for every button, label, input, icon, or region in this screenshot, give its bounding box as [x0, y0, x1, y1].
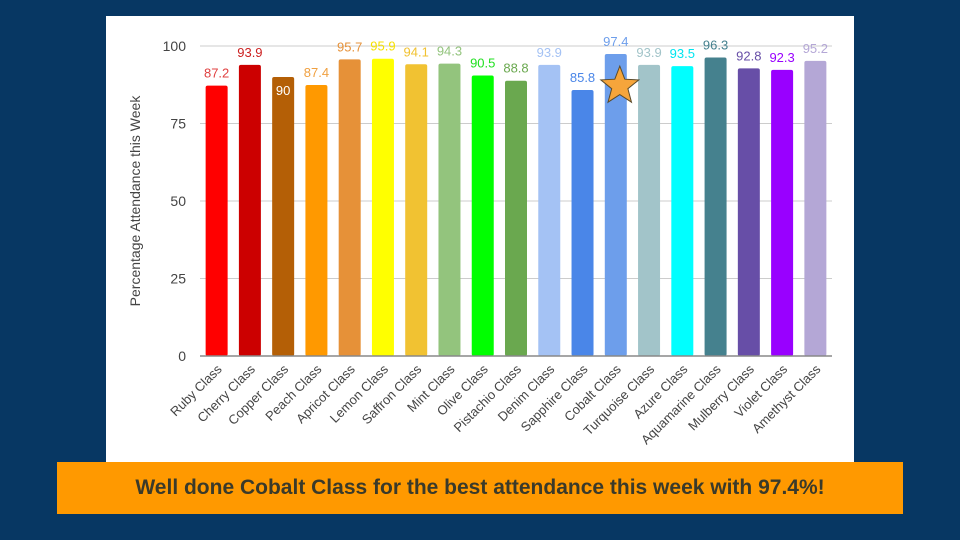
data-label: 93.9: [237, 45, 262, 60]
data-label: 88.8: [503, 61, 528, 76]
chart-panel: 0 25 50 75 100 87.2 93.9 90 87.4 95.7 95.9 94.1 94.…: [106, 16, 854, 468]
bar: [638, 64, 661, 356]
data-label: 85.8: [570, 70, 595, 85]
bar: [804, 60, 827, 356]
bar: [305, 85, 328, 356]
data-label: 94.1: [404, 44, 429, 59]
data-label: 95.9: [370, 39, 395, 54]
bar-chart: 0 25 50 75 100 87.2 93.9 90 87.4 95.7 95.9 94.1 94.…: [127, 34, 832, 447]
y-tick-label: 100: [163, 38, 187, 54]
y-tick-label: 50: [170, 193, 186, 209]
value-labels: 87.2 93.9 90 87.4 95.7 95.9 94.1 94.3 90.5 88.8 93…: [204, 34, 828, 98]
congratulations-banner: Well done Cobalt Class for the best atte…: [57, 462, 903, 514]
data-label: 93.5: [670, 46, 695, 61]
bar: [405, 64, 428, 356]
bar: [238, 64, 261, 356]
bar: [671, 66, 694, 357]
bar: [438, 63, 461, 357]
data-label: 93.9: [537, 45, 562, 60]
bar: [471, 75, 494, 356]
y-axis-title: Percentage Attendance this Week: [127, 95, 143, 307]
y-tick-label: 0: [178, 348, 186, 364]
data-label: 87.4: [304, 65, 329, 80]
bar: [737, 68, 760, 356]
y-axis-ticks: 0 25 50 75 100: [163, 38, 187, 364]
data-label: 95.7: [337, 39, 362, 54]
data-label: 96.3: [703, 37, 728, 52]
bar: [371, 58, 394, 357]
data-label: 90.5: [470, 55, 495, 70]
data-label: 92.8: [736, 48, 761, 63]
bar: [272, 77, 295, 356]
data-label: 95.2: [803, 41, 828, 56]
data-label: 97.4: [603, 34, 628, 49]
bar: [338, 59, 361, 357]
data-label: 87.2: [204, 66, 229, 81]
data-label: 92.3: [769, 50, 794, 65]
bars: [205, 54, 827, 357]
data-label: 90: [276, 83, 290, 98]
star-icon: [599, 64, 641, 104]
bar: [205, 85, 228, 357]
bar: [771, 69, 794, 356]
banner-text: Well done Cobalt Class for the best atte…: [135, 476, 825, 499]
bar: [604, 54, 627, 357]
data-label: 93.9: [636, 45, 661, 60]
bar: [538, 64, 561, 356]
bar: [505, 80, 527, 356]
y-tick-label: 75: [170, 116, 186, 132]
data-label: 94.3: [437, 44, 462, 59]
y-tick-label: 25: [170, 271, 186, 287]
bar: [571, 90, 594, 357]
bar: [704, 57, 727, 356]
